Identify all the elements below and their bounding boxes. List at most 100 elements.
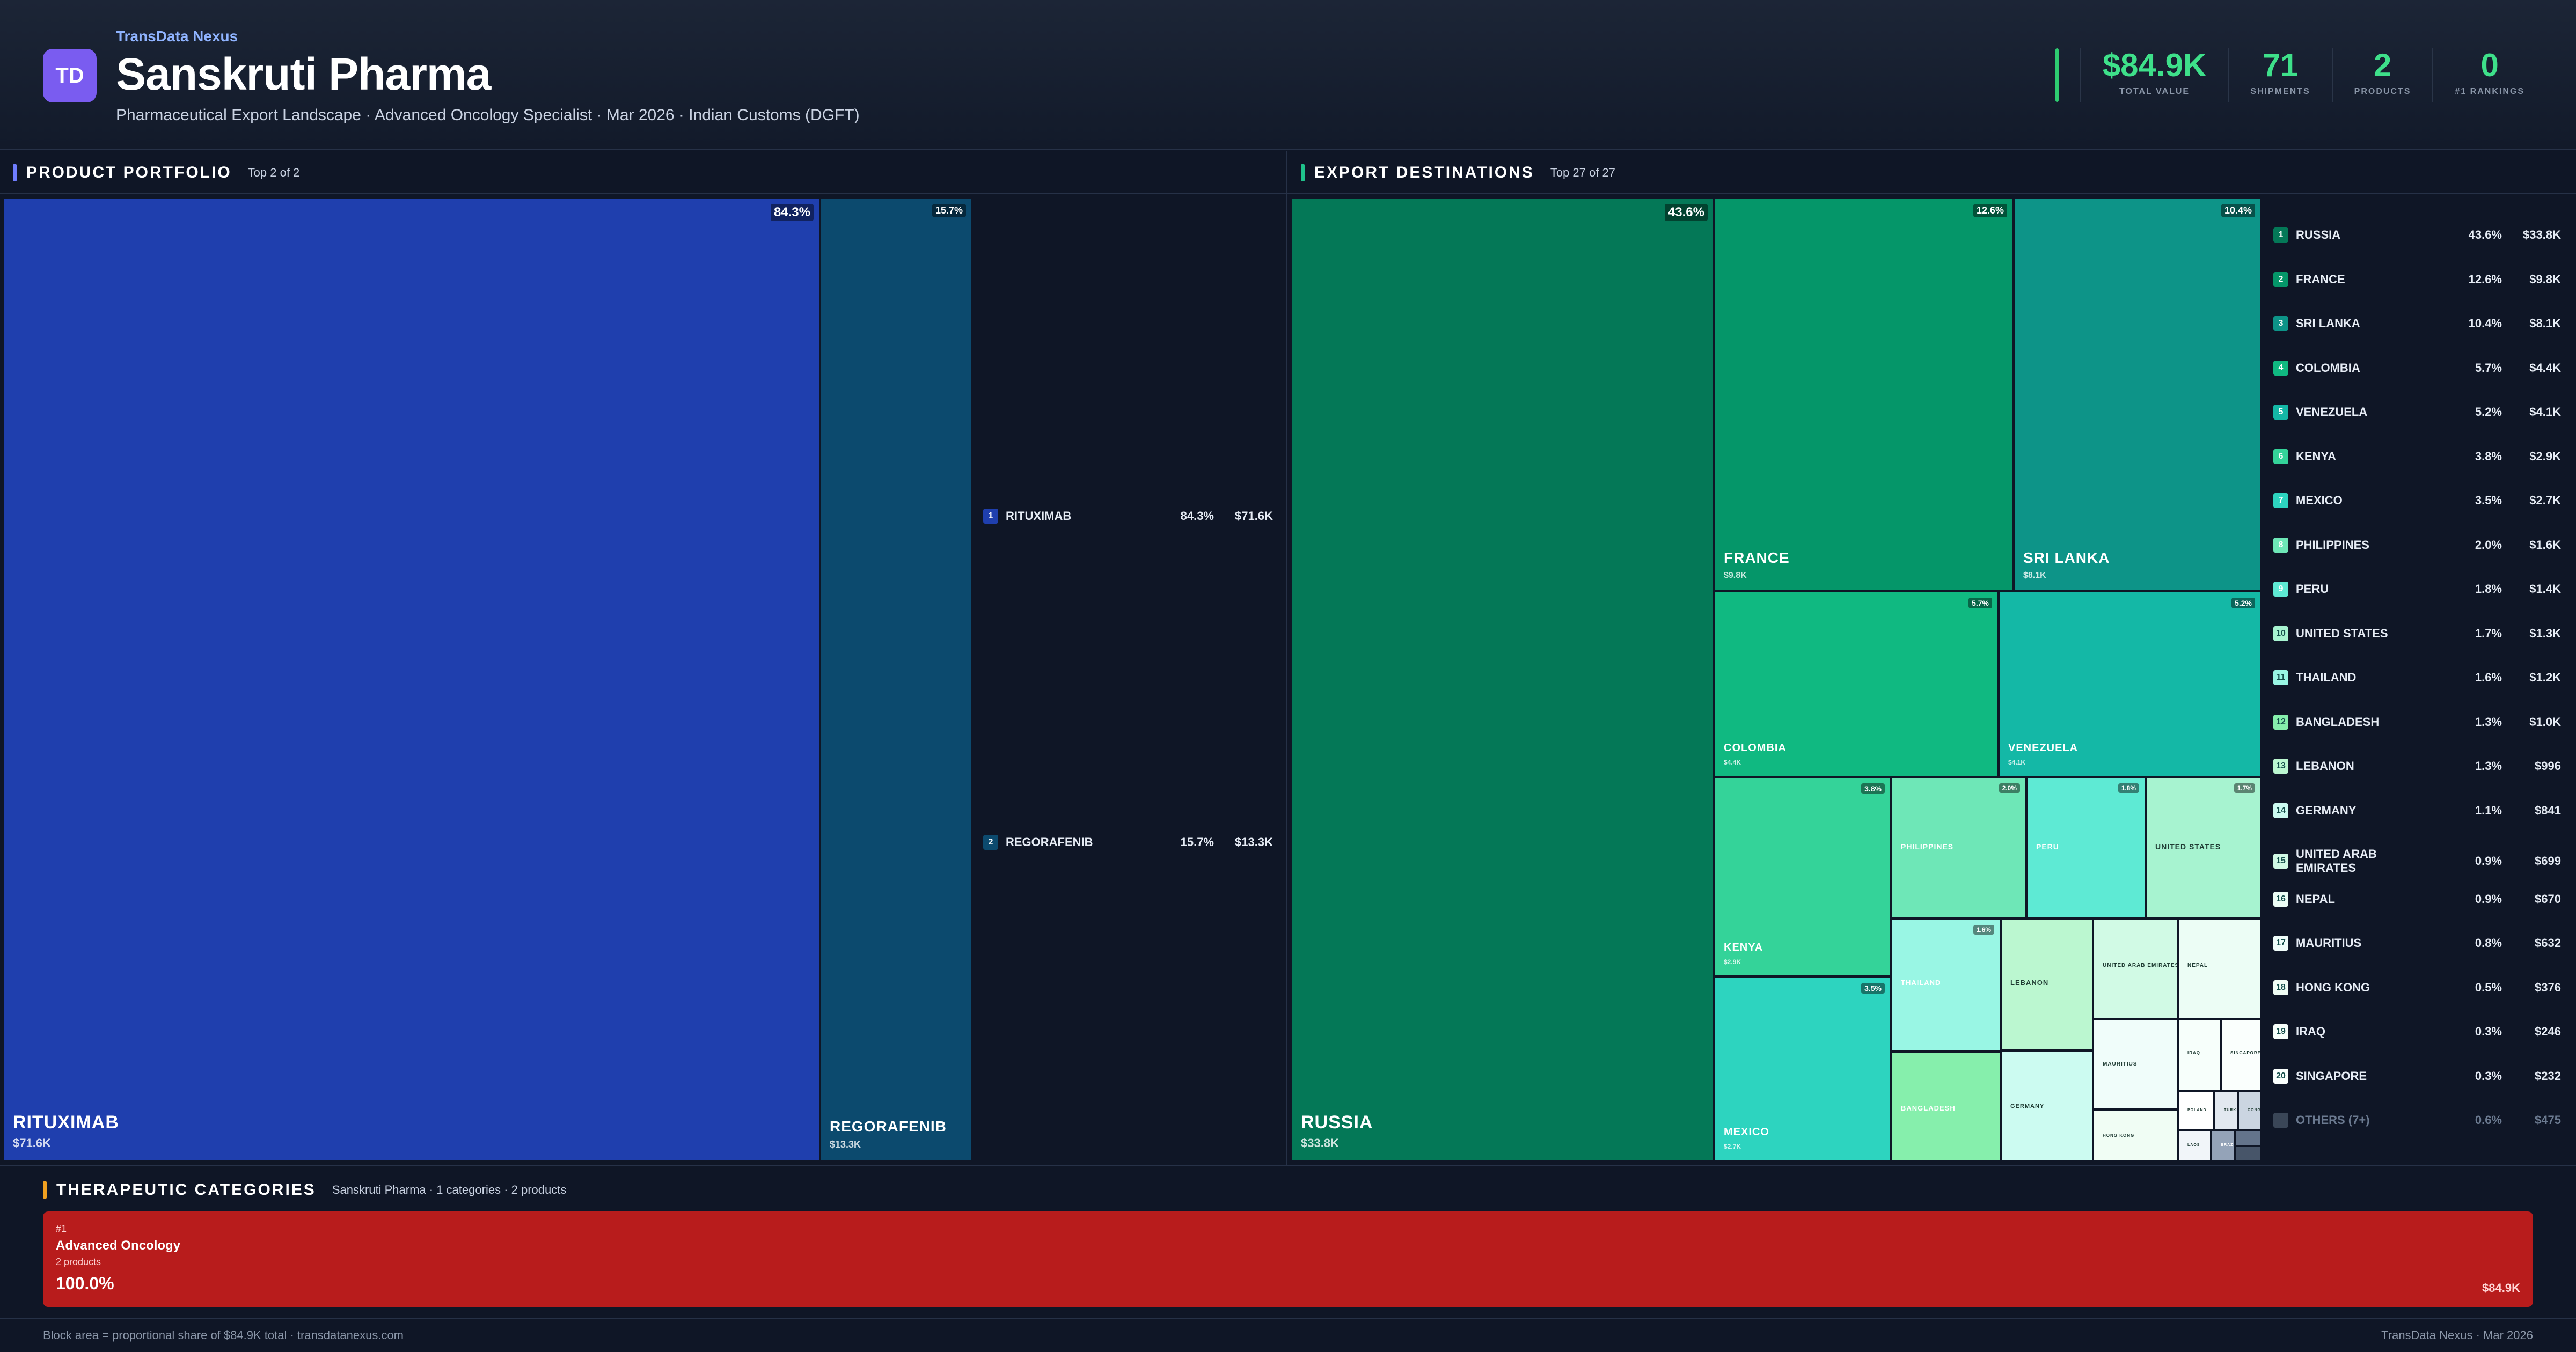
legend-row-mauritius[interactable]: 17 MAURITIUS 0.8% $632 xyxy=(2273,936,2561,951)
legend-name: VENEZUELA xyxy=(2296,405,2368,418)
legend-value: $71.6K xyxy=(1235,509,1273,523)
treemap-tile-bangladesh[interactable]: BANGLADESH xyxy=(1891,1052,2001,1161)
treemap-tile-minor-106[interactable] xyxy=(2235,1146,2262,1161)
legend-row-united-states[interactable]: 10 UNITED STATES 1.7% $1.3K xyxy=(2273,626,2561,641)
legend-pct: 10.4% xyxy=(2468,317,2502,330)
legend-row-france[interactable]: 2 FRANCE 12.6% $9.8K xyxy=(2273,271,2561,287)
treemap-tile-laos[interactable]: LAOS xyxy=(2178,1130,2211,1161)
destinations-treemap: RUSSIA $33.8K 43.6% FRANCE $9.8K 12.6% SRI LAN… xyxy=(1291,197,2262,1161)
treemap-tile-minor-105[interactable] xyxy=(2235,1130,2262,1146)
legend-value: $632 xyxy=(2535,936,2561,950)
treemap-tile-singapore[interactable]: SINGAPORE xyxy=(2221,1019,2262,1091)
divider xyxy=(0,193,1286,194)
legend-row-peru[interactable]: 9 PERU 1.8% $1.4K xyxy=(2273,582,2561,597)
legend-pct: 1.3% xyxy=(2475,715,2502,729)
kpi-label: TOTAL VALUE xyxy=(2119,87,2190,96)
kpi-accent-bar xyxy=(2055,48,2059,102)
tile-value: $4.1K xyxy=(2008,759,2026,766)
tile-label: POLAND xyxy=(2187,1108,2207,1112)
legend-row-nepal[interactable]: 16 NEPAL 0.9% $670 xyxy=(2273,891,2561,907)
legend-pct: 5.7% xyxy=(2475,361,2502,374)
legend-value: $13.3K xyxy=(1235,835,1273,849)
legend-value: $8.1K xyxy=(2529,317,2561,330)
category-name: Advanced Oncology xyxy=(56,1238,181,1253)
treemap-tile-nepal[interactable]: NEPAL xyxy=(2178,919,2262,1019)
treemap-tile-congo[interactable]: CONGO xyxy=(2238,1091,2262,1130)
rank-badge: 16 xyxy=(2273,891,2288,907)
treemap-tile-germany[interactable]: GERMANY xyxy=(2001,1050,2093,1161)
kpi-products: 2 PRODUCTS xyxy=(2331,48,2433,102)
treemap-tile-france[interactable]: FRANCE $9.8K 12.6% xyxy=(1714,197,2014,591)
legend-row-iraq[interactable]: 19 IRAQ 0.3% $246 xyxy=(2273,1024,2561,1039)
legend-pct: 0.3% xyxy=(2475,1025,2502,1038)
treemap-tile-philippines[interactable]: PHILIPPINES 2.0% xyxy=(1891,777,2026,919)
treemap-tile-rituximab[interactable]: RITUXIMAB $71.6K 84.3% xyxy=(3,197,820,1161)
legend-value: $2.9K xyxy=(2529,449,2561,463)
treemap-tile-brazil[interactable]: BRAZIL xyxy=(2211,1130,2235,1161)
treemap-tile-mexico[interactable]: MEXICO $2.7K 3.5% xyxy=(1714,976,1891,1161)
legend-row-singapore[interactable]: 20 SINGAPORE 0.3% $232 xyxy=(2273,1068,2561,1084)
treemap-tile-peru[interactable]: PERU 1.8% xyxy=(2026,777,2146,919)
treemap-tile-thailand[interactable]: THAILAND 1.6% xyxy=(1891,919,2001,1052)
treemap-tile-regorafenib[interactable]: REGORAFENIB $13.3K 15.7% xyxy=(820,197,972,1161)
legend-row-kenya[interactable]: 6 KENYA 3.8% $2.9K xyxy=(2273,449,2561,464)
legend-value: $33.8K xyxy=(2523,228,2561,241)
legend-pct: 0.5% xyxy=(2475,980,2502,994)
tile-pct-badge: 5.2% xyxy=(2231,598,2255,608)
legend-row-regorafenib[interactable]: 2 REGORAFENIB 15.7% $13.3K xyxy=(983,835,1273,850)
legend-value: $996 xyxy=(2535,759,2561,773)
kpi-total-value: $84.9K TOTAL VALUE xyxy=(2080,48,2228,102)
tile-value: $13.3K xyxy=(830,1139,861,1150)
portfolio-header: PRODUCT PORTFOLIO Top 2 of 2 xyxy=(13,151,299,194)
treemap-tile-mauritius[interactable]: MAURITIUS xyxy=(2093,1019,2178,1109)
divider xyxy=(1287,193,2576,194)
category-value: $84.9K xyxy=(2482,1281,2520,1295)
tile-label: COLOMBIA xyxy=(1724,742,1787,754)
legend-row-united-arab-emirates[interactable]: 15 UNITED ARAB EMIRATES 0.9% $699 xyxy=(2273,847,2561,875)
legend-row-lebanon[interactable]: 13 LEBANON 1.3% $996 xyxy=(2273,759,2561,774)
treemap-tile-united-arab-emirates[interactable]: UNITED ARAB EMIRATES xyxy=(2093,919,2178,1019)
tile-label: REGORAFENIB xyxy=(830,1118,947,1135)
legend-row-bangladesh[interactable]: 12 BANGLADESH 1.3% $1.0K xyxy=(2273,714,2561,730)
treemap-tile-colombia[interactable]: COLOMBIA $4.4K 5.7% xyxy=(1714,591,1999,777)
tile-label: MAURITIUS xyxy=(2103,1061,2138,1067)
legend-row-hong-kong[interactable]: 18 HONG KONG 0.5% $376 xyxy=(2273,980,2561,995)
tile-value: $9.8K xyxy=(1724,571,1747,580)
treemap-tile-iraq[interactable]: IRAQ xyxy=(2178,1019,2221,1091)
tile-value: $4.4K xyxy=(1724,759,1741,766)
legend-row-mexico[interactable]: 7 MEXICO 3.5% $2.7K xyxy=(2273,493,2561,508)
legend-row-rituximab[interactable]: 1 RITUXIMAB 84.3% $71.6K xyxy=(983,509,1273,524)
treemap-tile-turkey[interactable]: TURKEY xyxy=(2214,1091,2238,1130)
kpi-strip: $84.9K TOTAL VALUE 71 SHIPMENTS 2 PRODUC… xyxy=(2055,48,2546,102)
legend-row-thailand[interactable]: 11 THAILAND 1.6% $1.2K xyxy=(2273,670,2561,685)
portfolio-subtitle: Top 2 of 2 xyxy=(247,166,300,179)
legend-pct: 5.2% xyxy=(2475,405,2502,418)
treemap-tile-russia[interactable]: RUSSIA $33.8K 43.6% xyxy=(1291,197,1714,1161)
treemap-tile-hong-kong[interactable]: HONG KONG xyxy=(2093,1109,2178,1161)
legend-value: $2.7K xyxy=(2529,494,2561,507)
legend-row-philippines[interactable]: 8 PHILIPPINES 2.0% $1.6K xyxy=(2273,537,2561,553)
rank-badge: 13 xyxy=(2273,759,2288,774)
tile-label: IRAQ xyxy=(2187,1050,2200,1055)
legend-row-sri-lanka[interactable]: 3 SRI LANKA 10.4% $8.1K xyxy=(2273,316,2561,331)
legend-row-colombia[interactable]: 4 COLOMBIA 5.7% $4.4K xyxy=(2273,360,2561,376)
legend-row-others[interactable]: OTHERS (7+) 0.6% $475 xyxy=(2273,1113,2561,1128)
treemap-tile-poland[interactable]: POLAND xyxy=(2178,1091,2214,1130)
legend-row-venezuela[interactable]: 5 VENEZUELA 5.2% $4.1K xyxy=(2273,405,2561,420)
legend-row-russia[interactable]: 1 RUSSIA 43.6% $33.8K xyxy=(2273,227,2561,243)
treemap-tile-venezuela[interactable]: VENEZUELA $4.1K 5.2% xyxy=(1999,591,2262,777)
destinations-title: EXPORT DESTINATIONS xyxy=(1314,164,1534,181)
treemap-tile-sri-lanka[interactable]: SRI LANKA $8.1K 10.4% xyxy=(2014,197,2262,591)
legend-name: FRANCE xyxy=(2296,272,2345,286)
legend-row-germany[interactable]: 14 GERMANY 1.1% $841 xyxy=(2273,803,2561,818)
section-divider xyxy=(1286,151,1287,1165)
kpi-value: 0 xyxy=(2480,47,2499,83)
divider xyxy=(0,1318,2576,1319)
legend-value: $4.4K xyxy=(2529,361,2561,374)
tile-label: TURKEY xyxy=(2224,1108,2237,1112)
treemap-tile-kenya[interactable]: KENYA $2.9K 3.8% xyxy=(1714,777,1891,976)
treemap-tile-united-states[interactable]: UNITED STATES 1.7% xyxy=(2146,777,2262,919)
footer-note: Block area = proportional share of $84.9… xyxy=(43,1328,404,1342)
tile-value: $71.6K xyxy=(13,1136,51,1150)
treemap-tile-lebanon[interactable]: LEBANON xyxy=(2001,919,2093,1050)
